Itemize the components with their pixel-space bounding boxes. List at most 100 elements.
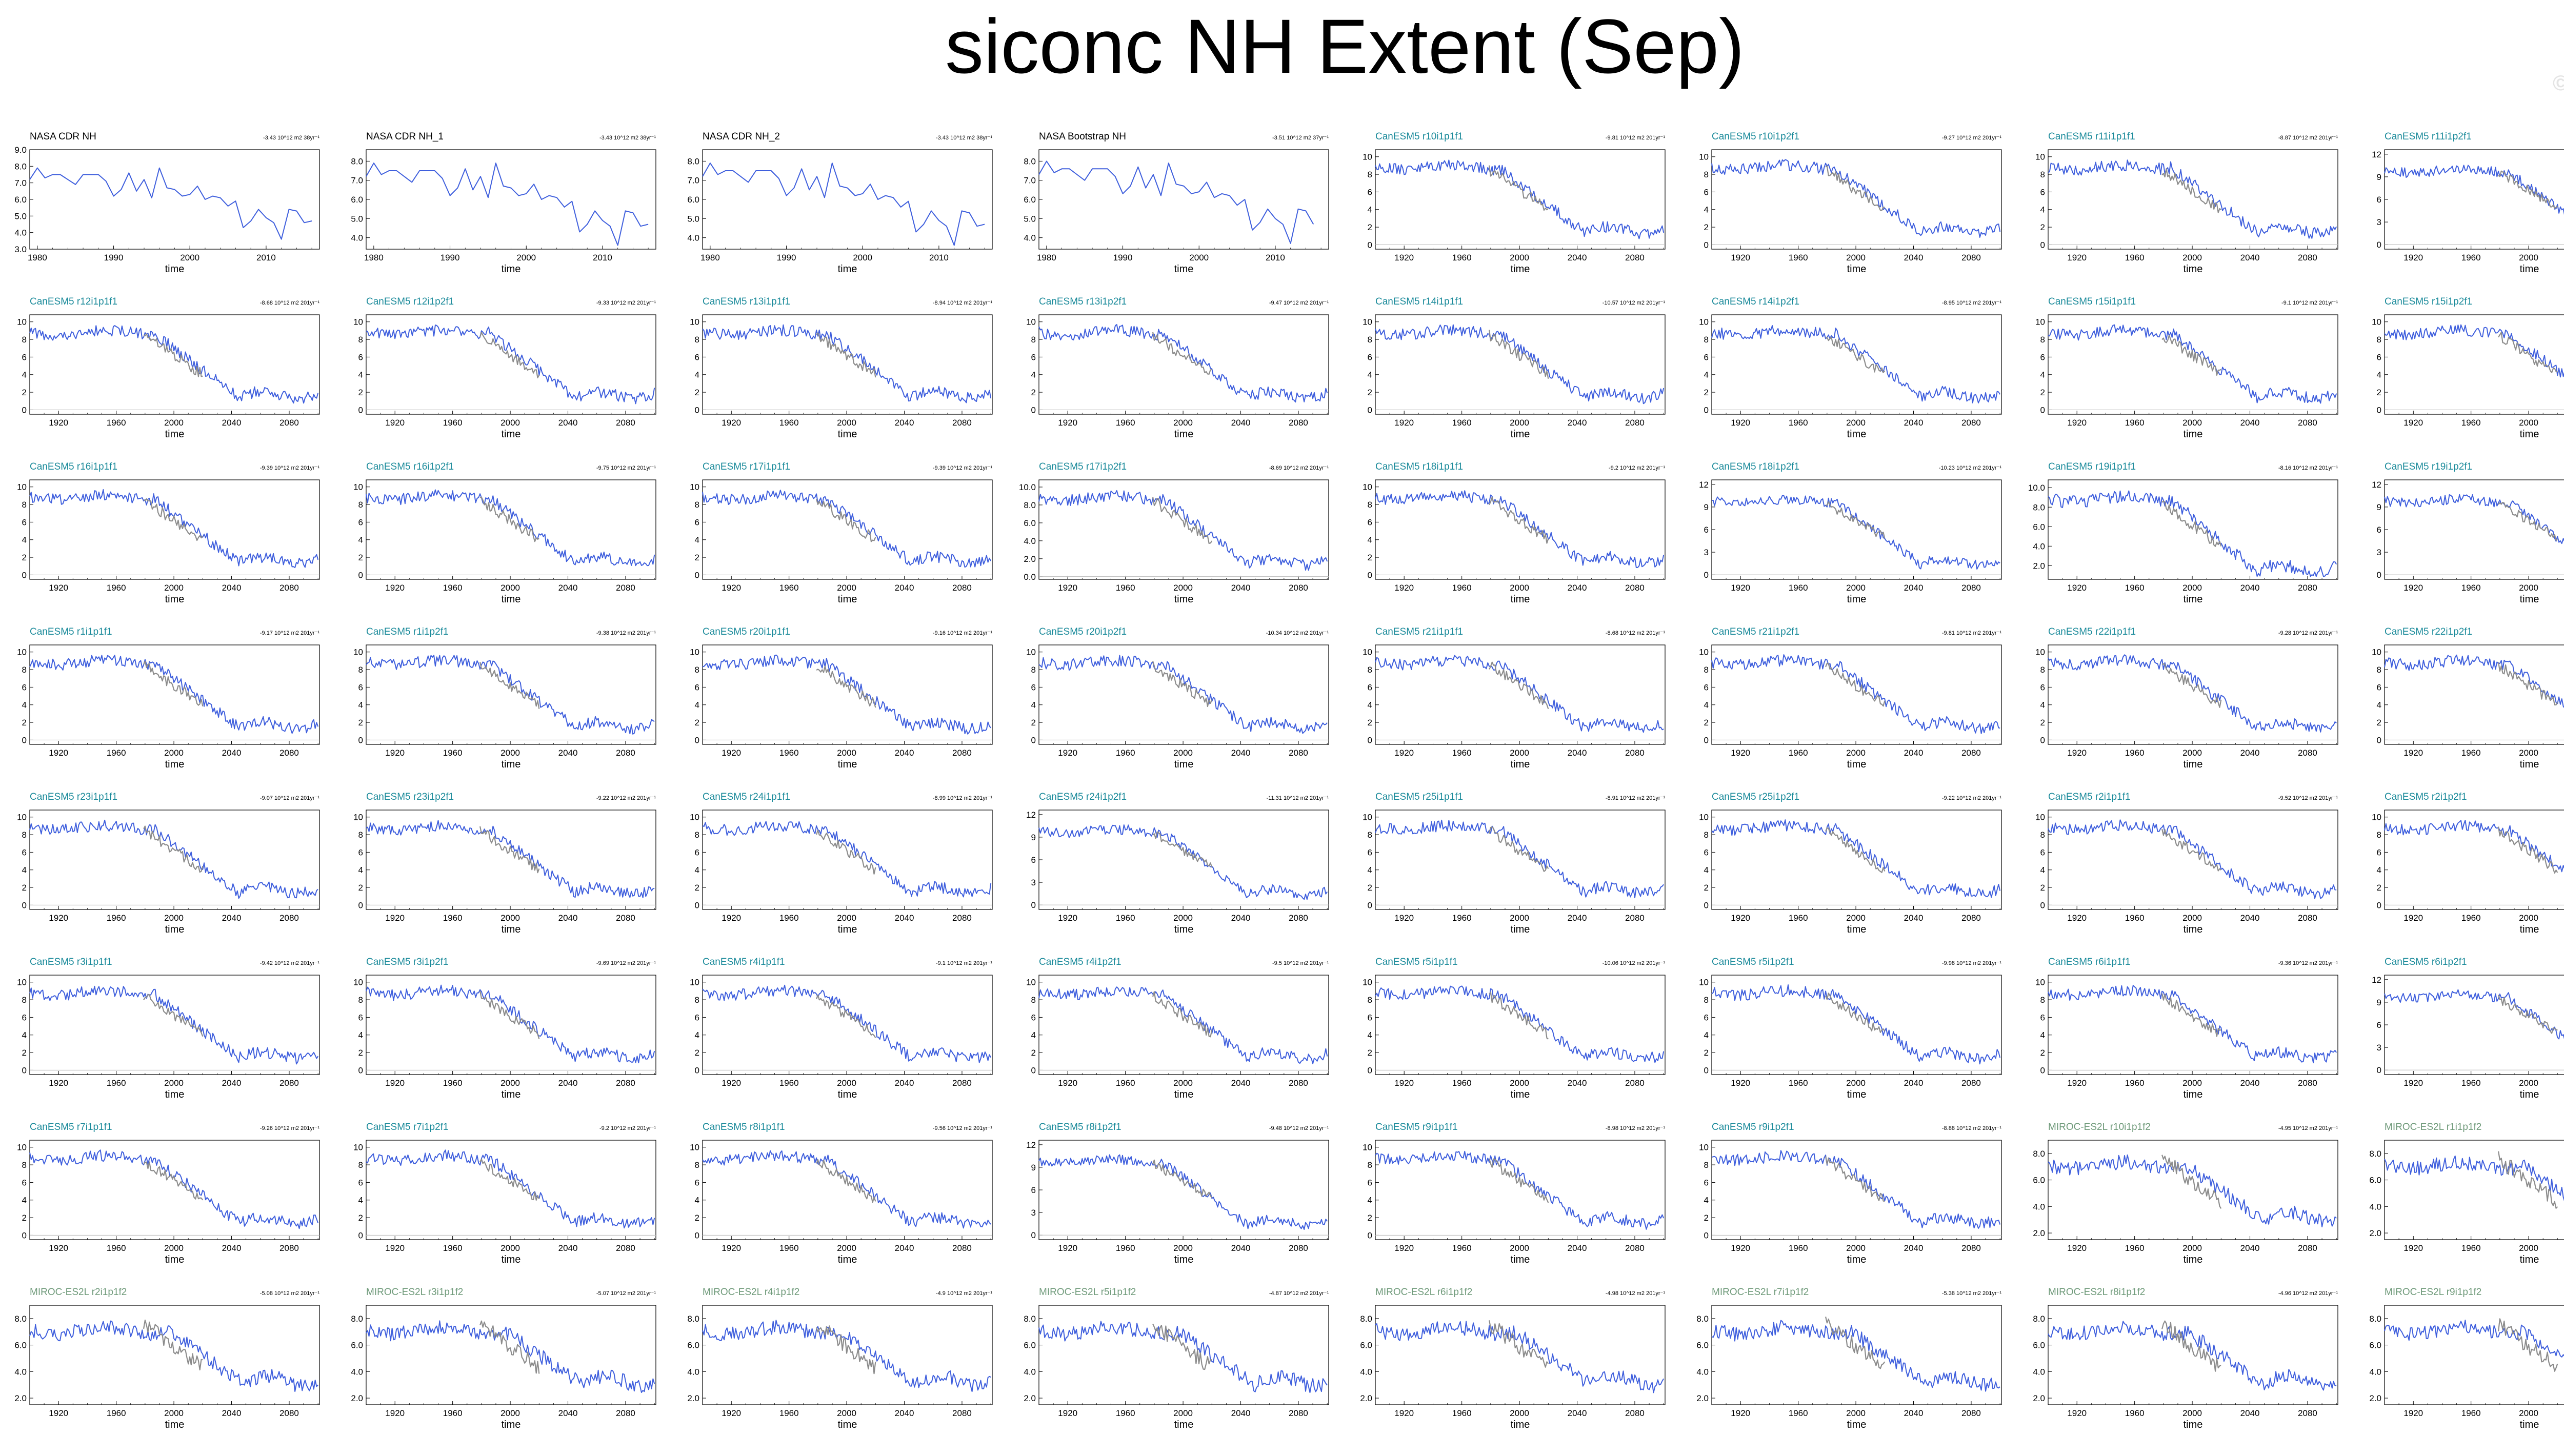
- y-tick-label: 2: [22, 1048, 27, 1058]
- x-tick-label: 2040: [895, 1408, 914, 1418]
- panel-title: NASA CDR NH_1: [366, 131, 444, 142]
- y-tick-label: 0: [1031, 735, 1036, 745]
- x-tick-label: 2000: [1173, 1408, 1193, 1418]
- x-tick-label: 2080: [616, 1243, 635, 1253]
- y-tick-label: 4: [695, 370, 699, 380]
- chart-panel: CanESM5 r4i1p1f1 -9.1 10^12 m2 201yr⁻¹ 0 2 4…: [690, 957, 993, 1105]
- x-tick-label: 2010: [593, 253, 612, 262]
- y-tick-label: 0: [1368, 240, 1372, 250]
- y-tick-label: 4.0: [2033, 1202, 2045, 1211]
- x-tick-label: 2080: [1961, 913, 1981, 923]
- x-tick-label: 2080: [2298, 748, 2317, 758]
- x-tick-label: 2000: [837, 583, 856, 593]
- x-tick-label: 2040: [558, 583, 578, 593]
- y-tick-label: 0: [1704, 570, 1709, 580]
- plot-frame: [702, 1305, 993, 1405]
- y-tick-label: 2: [1704, 223, 1709, 232]
- x-tick-label: 2080: [616, 583, 635, 593]
- x-tick-label: 2080: [1289, 748, 1308, 758]
- chart-panel: CanESM5 r11i1p2f1-9.48 10^12 m2 201yr⁻¹0…: [2372, 131, 2564, 280]
- x-tick-label: 2040: [1904, 748, 1924, 758]
- panel-plot: 0 2 4 6 8 10 1920 1960 2000 2040 2080: [2035, 975, 2338, 1088]
- observation-overlay-line: [1489, 496, 1549, 544]
- x-axis-label: time: [1847, 1254, 1867, 1265]
- y-tick-label: 4: [1368, 205, 1372, 215]
- credit-watermark: © CVDP-LE: [2553, 71, 2564, 95]
- plot-frame: [2048, 1305, 2338, 1405]
- chart-panel: CanESM5 r22i1p1f1 -9.28 10^12 m2 201yr⁻¹ 0…: [2035, 626, 2338, 775]
- y-tick-label: 6.0: [687, 195, 699, 205]
- y-tick-label: 6: [2377, 195, 2381, 205]
- x-tick-label: 1960: [1452, 1408, 1472, 1418]
- y-tick-label: 2: [358, 1213, 363, 1223]
- data-series-line: [366, 1320, 655, 1393]
- chart-panel: MIROC-ES2L r10i1p1f2 -4.95 10^12 m2 201yr…: [2033, 1122, 2338, 1270]
- panel-plot: 0 2 4 6 8 10 1920 1960 2000 2040 2080: [1363, 644, 1666, 758]
- y-tick-label: 0: [695, 735, 699, 745]
- plot-frame: [1375, 975, 1666, 1075]
- y-tick-label: 9: [2377, 502, 2381, 512]
- x-axis-label: time: [501, 429, 521, 440]
- panel-plot: 0 2 4 6 8 10 1920 1960 2000 2040 2080: [17, 975, 320, 1088]
- chart-panel: CanESM5 r3i1p2f1 -9.69 10^12 m2 201yr⁻¹ 0 2…: [353, 957, 656, 1105]
- y-tick-label: 12: [2372, 975, 2381, 985]
- y-tick-label: 8: [1368, 170, 1372, 179]
- x-tick-label: 1960: [2461, 583, 2481, 593]
- data-series-line: [702, 654, 991, 735]
- x-tick-label: 1960: [1452, 1078, 1472, 1088]
- chart-panel: MIROC-ES2L r6i1p1f2 -4.98 10^12 m2 201yr⁻…: [1360, 1287, 1666, 1435]
- observation-overlay-line: [479, 826, 540, 874]
- x-tick-label: 1920: [2403, 1408, 2423, 1418]
- x-tick-label: 2040: [1904, 418, 1924, 428]
- x-tick-label: 2080: [616, 913, 635, 923]
- y-tick-label: 3: [2377, 1043, 2381, 1053]
- panel-plot: 0 2 4 6 8 10 1920 1960 2000 2040 2080: [17, 479, 320, 593]
- y-tick-label: 8.0: [1696, 1314, 1709, 1324]
- panel-title: MIROC-ES2L r1i1p1f2: [2385, 1122, 2482, 1133]
- y-tick-label: 2: [695, 1213, 699, 1223]
- x-tick-label: 2000: [500, 1408, 520, 1418]
- panel-trend-label: -9.1 10^12 m2 201yr⁻¹: [2281, 300, 2338, 306]
- y-tick-label: 8.0: [2033, 1149, 2045, 1159]
- y-tick-label: 6: [1368, 352, 1372, 362]
- x-tick-label: 2080: [952, 583, 972, 593]
- x-axis-label: time: [1510, 264, 1530, 275]
- y-tick-label: 0: [2377, 735, 2381, 745]
- y-tick-label: 10: [2372, 813, 2381, 822]
- y-tick-label: 8: [358, 995, 363, 1005]
- data-series-line: [2384, 324, 2564, 378]
- y-tick-label: 2: [2377, 718, 2381, 727]
- x-tick-label: 1960: [1452, 1243, 1472, 1253]
- plot-frame: [1038, 975, 1329, 1075]
- data-series-line: [2048, 1321, 2337, 1391]
- x-tick-label: 2080: [1961, 1078, 1981, 1088]
- y-tick-label: 6.0: [1696, 1341, 1709, 1350]
- x-tick-label: 2080: [616, 748, 635, 758]
- panel-trend-label: -10.34 10^12 m2 201yr⁻¹: [1266, 630, 1329, 636]
- y-tick-label: 4.0: [1360, 1367, 1372, 1377]
- y-tick-label: 0: [1368, 570, 1372, 580]
- panel-plot: 0 2 4 6 8 10 1920 1960 2000 2040 2080: [353, 1140, 656, 1253]
- y-tick-label: 6: [695, 352, 699, 362]
- panel-trend-label: -9.81 10^12 m2 201yr⁻¹: [1941, 630, 2001, 636]
- x-tick-label: 1960: [1789, 913, 1808, 923]
- data-series-line: [1038, 1154, 1328, 1230]
- y-tick-label: 6: [1368, 682, 1372, 692]
- data-series-line: [366, 163, 649, 246]
- x-tick-label: 2080: [952, 1243, 972, 1253]
- y-tick-label: 6.0: [1360, 1341, 1372, 1350]
- data-series-line: [702, 1150, 991, 1229]
- chart-panel: NASA Bootstrap NH -3.51 10^12 m2 37yr⁻¹ 4.…: [1024, 131, 1329, 280]
- x-tick-label: 1960: [107, 748, 126, 758]
- observation-overlay-line: [143, 660, 204, 706]
- y-tick-label: 8: [1368, 665, 1372, 675]
- x-tick-label: 2000: [2519, 1408, 2538, 1418]
- x-tick-label: 1920: [385, 1408, 405, 1418]
- chart-panel: CanESM5 r11i1p1f1 -8.87 10^12 m2 201yr⁻¹ 0…: [2035, 131, 2338, 280]
- panel-trend-label: -8.98 10^12 m2 201yr⁻¹: [1605, 1125, 1665, 1131]
- y-tick-label: 0: [2040, 405, 2045, 415]
- data-series-line: [29, 819, 318, 899]
- plot-frame: [2384, 314, 2564, 415]
- x-tick-label: 2000: [1846, 913, 1866, 923]
